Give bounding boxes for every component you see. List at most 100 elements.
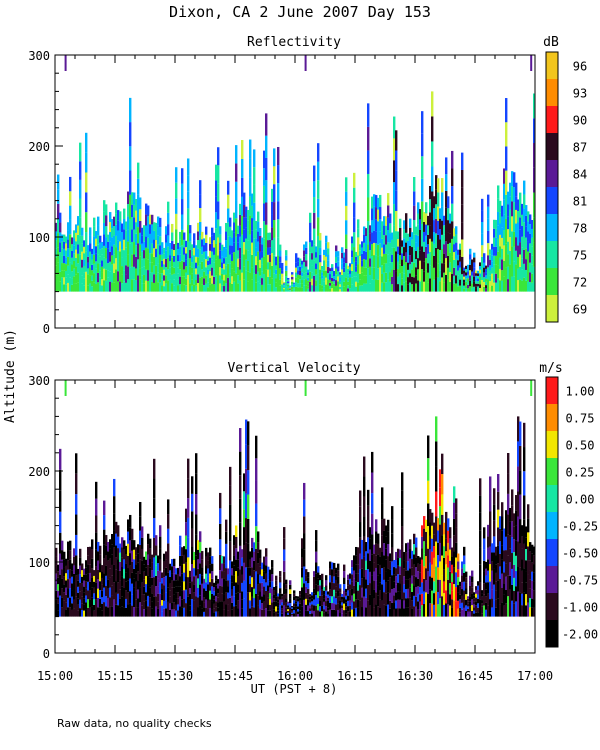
heatmap-cell <box>263 571 266 580</box>
heatmap-cell <box>61 284 64 292</box>
heatmap-cell <box>239 451 242 476</box>
heatmap-cell <box>113 547 116 565</box>
heatmap-cell <box>523 180 526 195</box>
heatmap-cell <box>301 272 304 277</box>
heatmap-cell <box>69 569 72 579</box>
heatmap-cell <box>371 232 374 245</box>
heatmap-cell <box>449 252 452 263</box>
heatmap-cell <box>339 592 342 597</box>
heatmap-cell <box>453 535 456 552</box>
heatmap-cell <box>303 285 306 292</box>
heatmap-cell <box>429 576 432 590</box>
heatmap-cell <box>265 582 268 591</box>
heatmap-cell <box>417 563 420 572</box>
heatmap-cell <box>117 250 120 262</box>
heatmap-cell <box>371 196 374 209</box>
heatmap-cell <box>285 584 288 589</box>
heatmap-cell <box>129 122 132 147</box>
heatmap-cell <box>103 268 106 281</box>
heatmap-cell <box>313 582 316 589</box>
heatmap-cell <box>347 600 350 607</box>
heatmap-cell <box>87 285 90 292</box>
heatmap-cell <box>57 174 60 190</box>
heatmap-cell <box>249 177 252 197</box>
heatmap-cell <box>449 527 452 539</box>
heatmap-cell <box>245 259 248 271</box>
heatmap-cell <box>201 567 204 576</box>
heatmap-cell <box>329 609 332 617</box>
heatmap-cell <box>515 277 518 292</box>
heatmap-cell <box>353 261 356 277</box>
heatmap-cell <box>307 272 310 276</box>
heatmap-cell <box>419 219 422 230</box>
heatmap-cell <box>371 554 374 576</box>
heatmap-cell <box>219 275 222 284</box>
heatmap-cell <box>487 279 490 292</box>
heatmap-cell <box>231 276 234 284</box>
heatmap-cell <box>159 536 162 549</box>
heatmap-cell <box>443 557 446 570</box>
heatmap-cell <box>223 601 226 610</box>
heatmap-cell <box>529 579 532 589</box>
heatmap-cell <box>425 556 428 569</box>
heatmap-cell <box>87 262 90 269</box>
heatmap-cell <box>167 269 170 281</box>
heatmap-cell <box>271 278 274 292</box>
heatmap-cell <box>461 609 464 617</box>
heatmap-cell <box>195 245 198 252</box>
heatmap-cell <box>285 598 288 603</box>
heatmap-cell <box>263 564 266 572</box>
heatmap-cell <box>83 272 86 279</box>
heatmap-cell <box>317 610 320 617</box>
heatmap-cell <box>105 545 108 556</box>
heatmap-cell <box>489 265 492 271</box>
heatmap-cell <box>471 576 474 583</box>
heatmap-cell <box>377 244 380 257</box>
heatmap-cell <box>225 556 228 569</box>
heatmap-cell <box>251 267 254 280</box>
heatmap-cell <box>247 567 250 593</box>
heatmap-cell <box>383 555 386 568</box>
heatmap-cell <box>297 614 300 617</box>
heatmap-cell <box>409 227 412 237</box>
heatmap-cell <box>143 586 146 595</box>
heatmap-cell <box>361 539 364 550</box>
heatmap-cell <box>269 247 272 255</box>
heatmap-cell <box>371 575 374 597</box>
heatmap-cell <box>349 578 352 585</box>
heatmap-cell <box>277 599 280 603</box>
heatmap-cell <box>61 588 64 598</box>
heatmap-cell <box>479 512 482 531</box>
heatmap-cell <box>285 602 288 608</box>
heatmap-cell <box>491 543 494 553</box>
heatmap-cell <box>403 247 406 256</box>
heatmap-cell <box>393 138 396 161</box>
heatmap-cell <box>261 603 264 610</box>
heatmap-cell <box>251 230 254 243</box>
heatmap-cell <box>315 263 318 270</box>
heatmap-cell <box>155 283 158 292</box>
heatmap-cell <box>447 542 450 556</box>
heatmap-cell <box>291 612 294 614</box>
heatmap-cell <box>305 586 308 593</box>
heatmap-cell <box>203 251 206 259</box>
heatmap-cell <box>527 211 530 222</box>
heatmap-cell <box>427 263 430 273</box>
heatmap-cell <box>71 590 74 597</box>
heatmap-cell <box>361 266 364 273</box>
heatmap-cell <box>399 583 402 592</box>
heatmap-cell <box>327 254 330 261</box>
heatmap-cell <box>67 274 70 283</box>
heatmap-cell <box>339 608 342 613</box>
heatmap-cell <box>81 243 84 252</box>
heatmap-cell <box>55 283 58 292</box>
heatmap-cell <box>395 170 398 191</box>
heatmap-cell <box>63 234 66 242</box>
heatmap-cell <box>231 283 234 292</box>
heatmap-cell <box>189 225 192 234</box>
heatmap-cell <box>375 219 378 232</box>
heatmap-cell <box>497 211 500 226</box>
heatmap-cell <box>413 177 416 192</box>
heatmap-cell <box>195 274 198 280</box>
heatmap-cell <box>433 569 436 582</box>
